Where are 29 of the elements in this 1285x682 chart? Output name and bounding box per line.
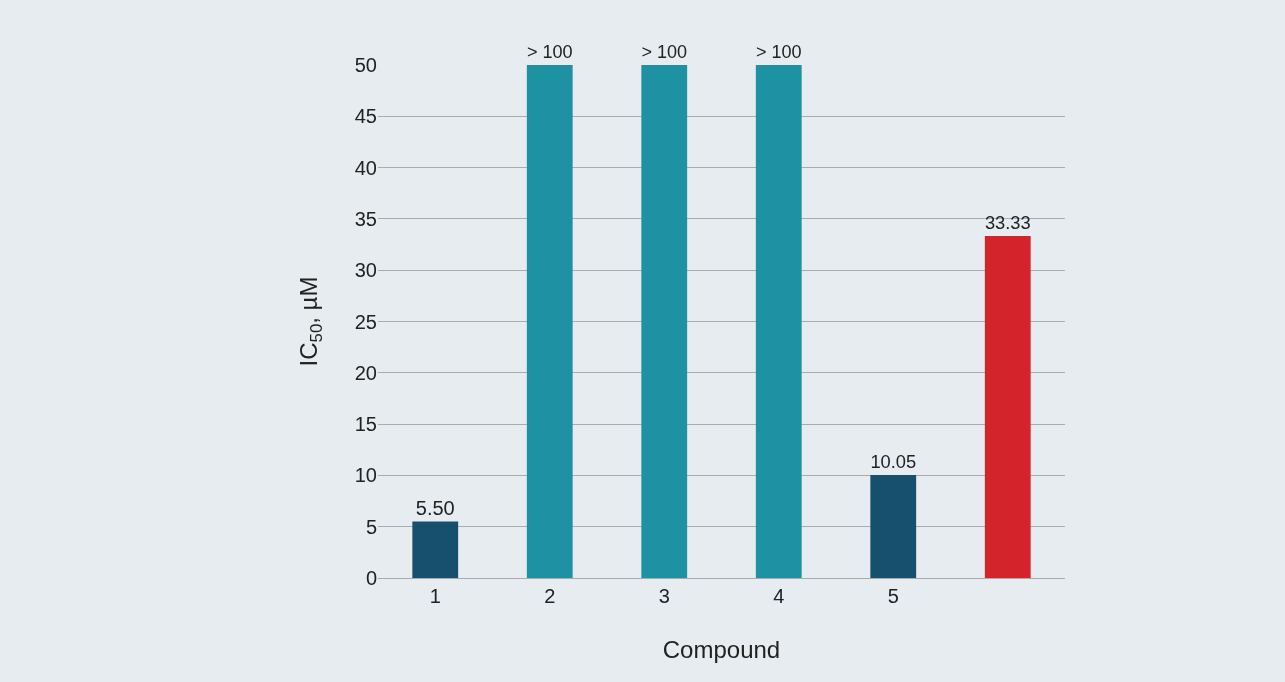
- data-label: > 100: [755, 42, 802, 63]
- y-tick-label: 5: [365, 515, 377, 538]
- bar: [412, 521, 459, 578]
- data-label: > 100: [641, 42, 688, 63]
- bar: [526, 65, 573, 578]
- x-axis-title: Compound: [662, 636, 781, 664]
- x-tick-label: 3: [658, 585, 670, 607]
- y-tick-label: 30: [354, 259, 377, 282]
- x-tick-label: 2: [544, 585, 556, 607]
- y-tick-label: 25: [354, 310, 377, 333]
- y-tick-label: 0: [365, 567, 377, 589]
- x-tick-label: 4: [773, 585, 785, 607]
- data-label: 33.33: [984, 212, 1031, 234]
- bar: [870, 474, 917, 578]
- y-tick-label: 40: [354, 156, 377, 179]
- y-tick-label: 20: [354, 361, 377, 384]
- data-label: 10.05: [870, 451, 917, 473]
- y-tick-label: 35: [354, 207, 377, 230]
- x-tick-label: 5: [887, 585, 899, 607]
- bar: [755, 65, 802, 578]
- y-tick-label: 15: [354, 413, 377, 436]
- y-tick-label: 45: [354, 105, 377, 128]
- y-tick-label: 50: [354, 54, 377, 76]
- x-tick-label: 1: [429, 585, 441, 607]
- y-tick-label: 10: [354, 464, 377, 487]
- data-label: > 100: [526, 42, 573, 63]
- data-label: 5.50: [415, 496, 455, 519]
- bar: [984, 236, 1031, 578]
- bar: [641, 65, 688, 578]
